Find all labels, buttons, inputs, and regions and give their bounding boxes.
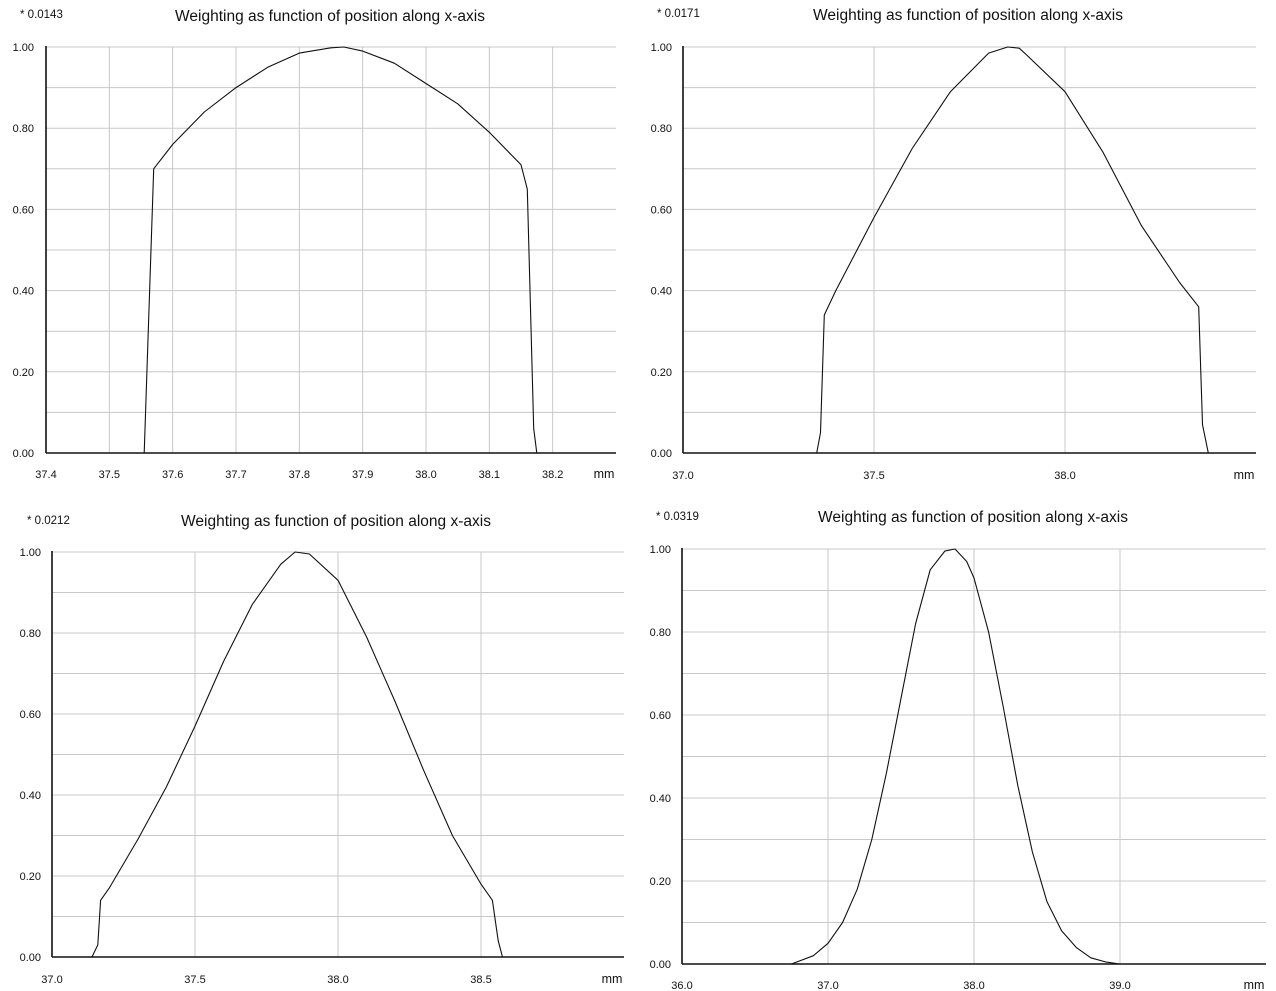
y-tick-label: 0.20 — [651, 367, 672, 379]
chart-panel-4: 0.00 0.20 0.40 0.60 0.80 1.00 36.0 37.0 38.0 39.0… — [650, 509, 1266, 991]
y-tick-label: 0.00 — [20, 952, 41, 964]
chart-panel-1: 0.00 0.20 0.40 0.60 0.80 1.00 37.4 37.5 37.6 37.7… — [13, 8, 616, 481]
y-tick-label: 0.40 — [651, 286, 672, 298]
x-tick-label: 38.1 — [479, 469, 500, 481]
y-tick-label: 1.00 — [13, 42, 34, 54]
x-tick-label: 37.7 — [225, 469, 246, 481]
chart-title: Weighting as function of position along … — [818, 509, 1128, 526]
y-tick-label: 0.60 — [20, 709, 41, 721]
weighting-curve — [46, 46, 616, 454]
y-tick-label: 1.00 — [651, 42, 672, 54]
scale-factor-label: * 0.0171 — [657, 8, 700, 20]
scale-factor-label: * 0.0212 — [27, 515, 70, 527]
x-tick-label: 37.4 — [35, 469, 56, 481]
y-tick-label: 0.20 — [13, 367, 34, 379]
y-tick-label: 0.80 — [650, 627, 671, 639]
x-tick-label: 38.0 — [415, 469, 436, 481]
x-tick-label: 38.0 — [327, 974, 348, 986]
x-tick-label: 38.0 — [963, 980, 984, 991]
y-tick-label: 1.00 — [650, 544, 671, 556]
y-tick-label: 0.60 — [650, 710, 671, 722]
chart-title: Weighting as function of position along … — [181, 513, 491, 530]
x-axis-unit-label: mm — [1234, 468, 1255, 482]
x-tick-label: 37.6 — [162, 469, 183, 481]
y-tick-label: 0.20 — [20, 871, 41, 883]
chart-panel-3: 0.00 0.20 0.40 0.60 0.80 1.00 37.0 37.5 38.0 38.5… — [20, 513, 624, 986]
y-tick-label: 0.80 — [13, 123, 34, 135]
chart-panel-2: 0.00 0.20 0.40 0.60 0.80 1.00 37.0 37.5 38.0 mm We… — [651, 7, 1256, 482]
x-tick-label: 37.8 — [289, 469, 310, 481]
y-tick-label: 0.40 — [20, 790, 41, 802]
weighting-curve — [52, 551, 624, 958]
y-tick-label: 1.00 — [20, 547, 41, 559]
x-tick-label: 37.5 — [184, 974, 205, 986]
y-tick-label: 0.60 — [651, 204, 672, 216]
x-tick-label: 37.0 — [41, 974, 62, 986]
scale-factor-label: * 0.0143 — [20, 9, 63, 21]
x-tick-label: 36.0 — [671, 980, 692, 991]
x-tick-label: 38.0 — [1054, 470, 1075, 482]
chart-title: Weighting as function of position along … — [175, 8, 485, 25]
x-axis-unit-label: mm — [602, 972, 623, 986]
y-tick-label: 0.40 — [13, 286, 34, 298]
x-tick-label: 37.0 — [672, 470, 693, 482]
y-tick-label: 0.00 — [13, 448, 34, 460]
y-tick-label: 0.00 — [650, 959, 671, 971]
x-axis-unit-label: mm — [1244, 978, 1265, 991]
y-tick-label: 0.80 — [20, 628, 41, 640]
scale-factor-label: * 0.0319 — [656, 511, 699, 523]
weighting-curve — [682, 548, 1266, 965]
x-tick-label: 37.5 — [863, 470, 884, 482]
x-tick-label: 38.2 — [542, 469, 563, 481]
y-tick-label: 0.40 — [650, 793, 671, 805]
x-tick-label: 37.9 — [352, 469, 373, 481]
x-tick-label: 37.0 — [817, 980, 838, 991]
y-tick-label: 0.20 — [650, 876, 671, 888]
x-tick-label: 39.0 — [1109, 980, 1130, 991]
x-tick-label: 37.5 — [99, 469, 120, 481]
y-tick-label: 0.80 — [651, 123, 672, 135]
x-tick-label: 38.5 — [470, 974, 491, 986]
x-axis-unit-label: mm — [594, 467, 615, 481]
y-tick-label: 0.00 — [651, 448, 672, 460]
chart-title: Weighting as function of position along … — [813, 7, 1123, 24]
y-tick-label: 0.60 — [13, 204, 34, 216]
weighting-curve — [683, 46, 1256, 454]
